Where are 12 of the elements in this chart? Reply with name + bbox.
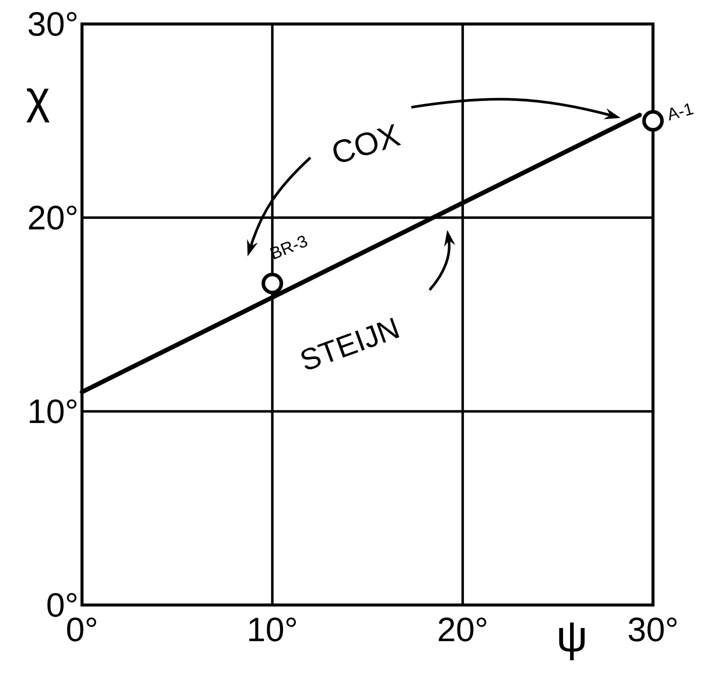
- x-tick-label: 10°: [249, 618, 296, 642]
- annotation: COX: [333, 124, 402, 162]
- y-tick-label: 10°: [30, 399, 76, 424]
- y-tick-label: 30°: [28, 12, 76, 36]
- x-tick-label: 20°: [438, 618, 486, 642]
- y-axis-title: χ: [26, 88, 50, 122]
- y-tick-label: 20°: [28, 206, 76, 230]
- x-tick-label: 0°: [67, 618, 96, 642]
- annotation: A-1: [669, 103, 694, 120]
- y-tick-label: 0°: [47, 593, 76, 617]
- x-tick-label: 30°: [628, 618, 677, 642]
- x-axis-title: ψ: [559, 622, 585, 660]
